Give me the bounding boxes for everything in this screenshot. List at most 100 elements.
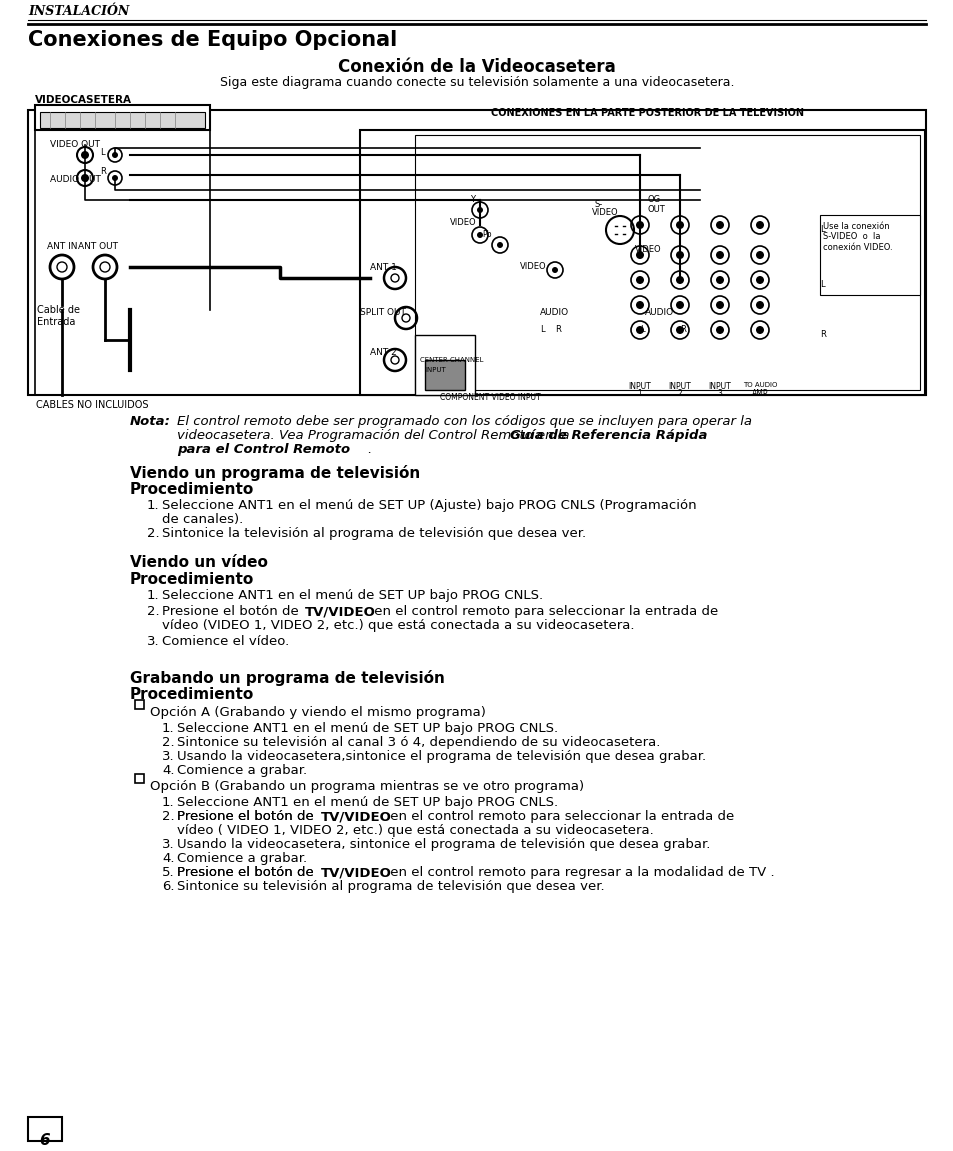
Circle shape [755,251,763,259]
Text: 5.: 5. [162,866,174,879]
Bar [28,1116,62,1141]
Text: 3: 3 [717,389,721,398]
Text: Procedimiento: Procedimiento [130,482,254,497]
Text: Pb: Pb [481,230,491,239]
Text: Nota:: Nota: [130,416,171,428]
Bar [135,773,144,783]
Text: L: L [639,325,644,334]
Circle shape [476,233,482,238]
Text: Seleccione ANT1 en el menú de SET UP bajo PROG CNLS.: Seleccione ANT1 en el menú de SET UP baj… [177,796,558,809]
Text: ANT IN: ANT IN [47,242,77,251]
Text: Viendo un programa de televisión: Viendo un programa de televisión [130,465,420,481]
Text: 1.: 1. [147,500,159,512]
Circle shape [497,242,502,247]
Circle shape [552,267,558,273]
Text: de canales).: de canales). [162,513,243,526]
Bar [424,360,464,390]
Text: VIDEO: VIDEO [450,218,476,227]
Text: Presione el botón de: Presione el botón de [162,605,303,618]
Text: AUDIO: AUDIO [539,308,569,317]
Text: 2.: 2. [147,527,159,540]
Text: SPLIT OUT: SPLIT OUT [359,308,405,317]
Text: Comience el vídeo.: Comience el vídeo. [162,635,289,648]
Text: TV/VIDEO: TV/VIDEO [320,810,392,823]
Text: Use la conexión
S-VIDEO  o  la
conexión VIDEO.: Use la conexión S-VIDEO o la conexión VI… [822,222,892,252]
Text: 4.: 4. [162,764,174,777]
Text: TV/VIDEO: TV/VIDEO [305,605,375,618]
Text: AUDIO: AUDIO [644,308,674,317]
Text: 1: 1 [637,389,641,398]
Circle shape [476,207,482,213]
Text: Siga este diagrama cuando conecte su televisión solamente a una videocasetera.: Siga este diagrama cuando conecte su tel… [219,76,734,89]
Text: R: R [100,167,106,176]
Text: Viendo un vídeo: Viendo un vídeo [130,555,268,570]
Circle shape [676,251,683,259]
Text: VIDEO: VIDEO [519,262,546,270]
Text: 3.: 3. [147,635,159,648]
Circle shape [755,221,763,229]
Text: 1.: 1. [147,589,159,602]
Text: TO AUDIO: TO AUDIO [742,382,777,388]
Bar [415,335,475,395]
Text: R: R [555,325,560,334]
Text: 2.: 2. [162,735,174,749]
Text: INPUT: INPUT [708,382,731,391]
Circle shape [676,276,683,284]
Text: TV/VIDEO: TV/VIDEO [320,866,392,879]
Text: en el control remoto para regresar a la modalidad de TV .: en el control remoto para regresar a la … [386,866,774,879]
Text: 1.: 1. [162,722,174,735]
Circle shape [636,251,643,259]
Bar [40,112,205,128]
Text: VIDEO: VIDEO [592,208,618,218]
Text: 3.: 3. [162,838,174,851]
Text: VIDEO: VIDEO [634,245,660,254]
Text: L: L [539,325,544,334]
Circle shape [716,326,723,334]
Text: 1.: 1. [162,796,174,809]
Text: S-: S- [595,200,602,209]
Circle shape [81,151,89,159]
Circle shape [755,276,763,284]
Circle shape [676,302,683,308]
Text: para el Control Remoto: para el Control Remoto [177,443,350,456]
Circle shape [716,221,723,229]
Bar [135,700,144,709]
Text: ANT OUT: ANT OUT [78,242,118,251]
Text: Cable de: Cable de [37,305,80,315]
Text: COMPONENT VIDEO INPUT: COMPONENT VIDEO INPUT [439,392,539,402]
Text: R: R [679,325,685,334]
Circle shape [676,221,683,229]
Text: L: L [820,224,823,234]
Text: CONEXIONES EN LA PARTE POSTERIOR DE LA TELEVISION: CONEXIONES EN LA PARTE POSTERIOR DE LA T… [491,108,803,119]
Text: Presione el botón de: Presione el botón de [177,810,317,823]
Circle shape [755,302,763,308]
Circle shape [716,276,723,284]
Text: Grabando un programa de televisión: Grabando un programa de televisión [130,670,444,686]
Text: L: L [100,148,105,157]
Bar [820,215,919,295]
Text: Entrada: Entrada [37,317,75,327]
Circle shape [636,221,643,229]
Text: INPUT: INPUT [424,367,445,373]
Text: Guía de Referencia Rápida: Guía de Referencia Rápida [510,429,707,442]
Text: vídeo ( VIDEO 1, VIDEO 2, etc.) que está conectada a su videocasetera.: vídeo ( VIDEO 1, VIDEO 2, etc.) que está… [177,824,653,837]
Text: Sintonice su televisión al canal 3 ó 4, dependiendo de su videocasetera.: Sintonice su televisión al canal 3 ó 4, … [177,735,659,749]
Circle shape [676,326,683,334]
Text: Usando la videocasetera,sintonice el programa de televisión que desea grabar.: Usando la videocasetera,sintonice el pro… [177,750,705,763]
Text: El control remoto debe ser programado con los códigos que se incluyen para opera: El control remoto debe ser programado co… [177,416,751,428]
Text: INSTALACIÓN: INSTALACIÓN [28,5,129,18]
Text: .: . [367,443,371,456]
Text: OUT: OUT [647,205,665,214]
Text: Seleccione ANT1 en el menú de SET UP bajo PROG CNLS.: Seleccione ANT1 en el menú de SET UP baj… [177,722,558,735]
Text: 3.: 3. [162,750,174,763]
Text: 2: 2 [677,389,681,398]
Bar [359,130,924,395]
Circle shape [716,302,723,308]
Circle shape [755,326,763,334]
Text: Seleccione ANT1 en el menú de SET UP (Ajuste) bajo PROG CNLS (Programación: Seleccione ANT1 en el menú de SET UP (Aj… [162,500,696,512]
Text: ANT 2: ANT 2 [370,348,396,357]
Text: Seleccione ANT1 en el menú de SET UP bajo PROG CNLS.: Seleccione ANT1 en el menú de SET UP baj… [162,589,542,602]
Circle shape [81,174,89,182]
Text: CENTER CHANNEL: CENTER CHANNEL [419,357,483,363]
Text: VIDEO OUT: VIDEO OUT [50,140,100,148]
